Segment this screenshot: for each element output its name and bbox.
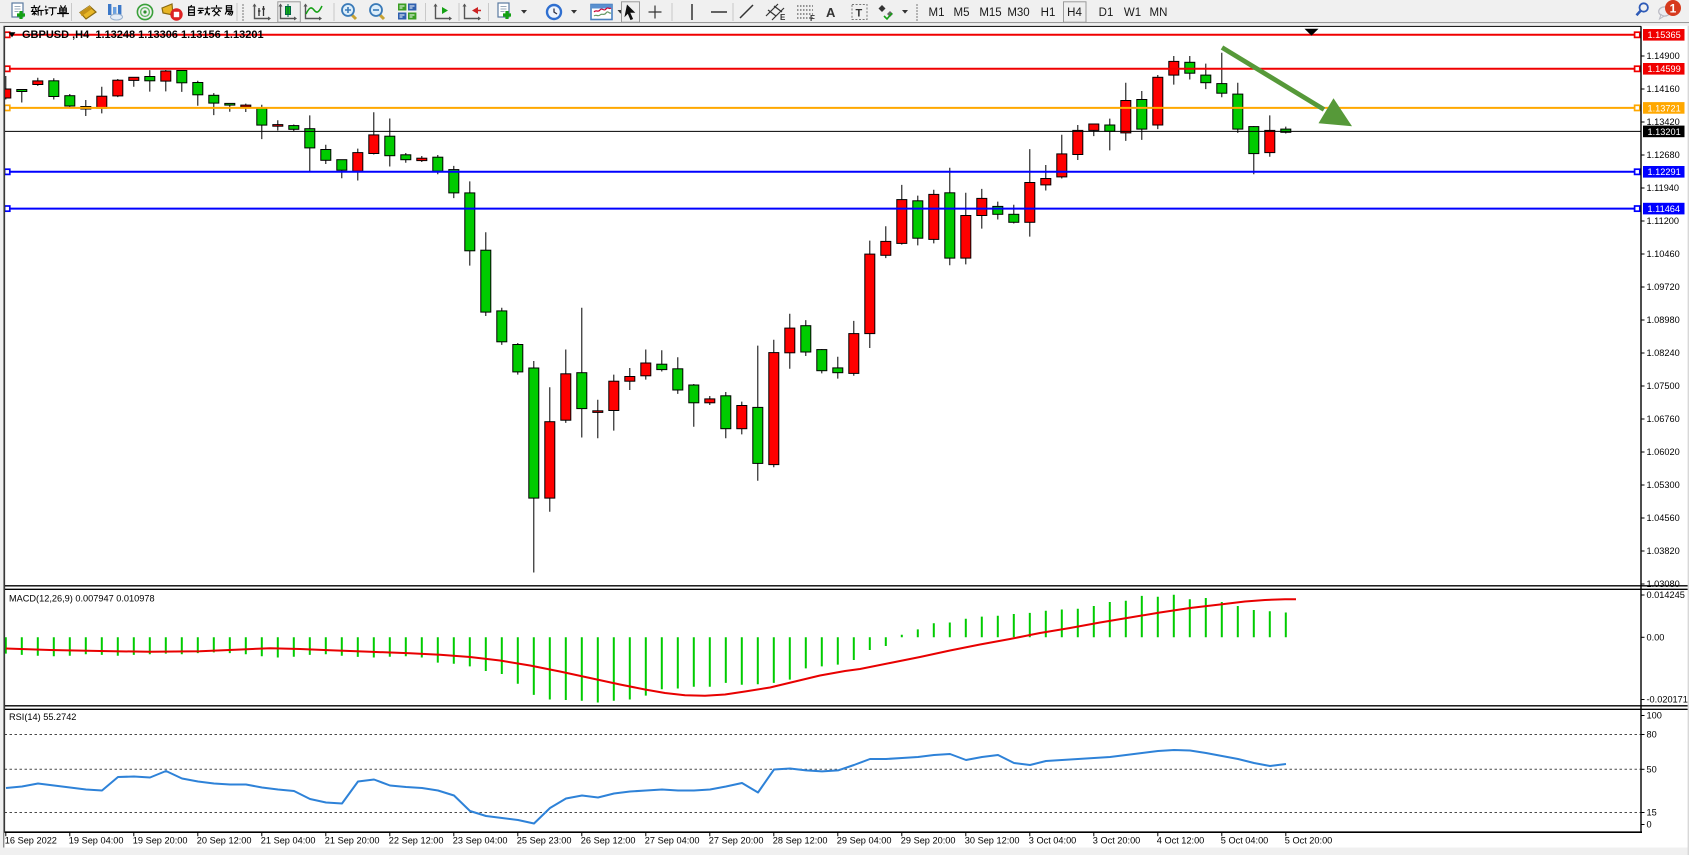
svg-text:21 Sep 20:00: 21 Sep 20:00	[325, 836, 380, 846]
svg-text:0.00: 0.00	[1647, 633, 1665, 643]
svg-text:M1: M1	[929, 7, 945, 19]
svg-text:21 Sep 04:00: 21 Sep 04:00	[261, 836, 316, 846]
svg-text:0.014245: 0.014245	[1647, 590, 1685, 600]
svg-text:F: F	[810, 14, 815, 23]
svg-text:D1: D1	[1099, 7, 1114, 19]
svg-text:T: T	[856, 8, 863, 20]
svg-text:4 Oct 12:00: 4 Oct 12:00	[1157, 836, 1205, 846]
svg-text:1.06760: 1.06760	[1647, 414, 1680, 424]
svg-text:29 Sep 20:00: 29 Sep 20:00	[901, 836, 956, 846]
svg-text:1.14900: 1.14900	[1647, 51, 1680, 61]
svg-text:1.04560: 1.04560	[1647, 513, 1680, 523]
svg-text:1.10460: 1.10460	[1647, 249, 1680, 259]
svg-text:-0.020171: -0.020171	[1647, 695, 1688, 705]
svg-text:16 Sep 2022: 16 Sep 2022	[5, 836, 57, 846]
svg-text:29 Sep 04:00: 29 Sep 04:00	[837, 836, 892, 846]
svg-text:M30: M30	[1007, 7, 1029, 19]
svg-text:1.13721: 1.13721	[1648, 103, 1681, 113]
svg-text:15: 15	[1647, 808, 1657, 818]
svg-text:H4: H4	[1067, 7, 1082, 19]
svg-text:1: 1	[1670, 1, 1677, 15]
svg-text:M5: M5	[954, 7, 970, 19]
svg-text:MACD(12,26,9) 0.007947 0.01097: MACD(12,26,9) 0.007947 0.010978	[9, 593, 155, 603]
svg-text:23 Sep 04:00: 23 Sep 04:00	[453, 836, 508, 846]
svg-text:A: A	[826, 5, 836, 20]
svg-text:1.05300: 1.05300	[1647, 480, 1680, 490]
svg-text:100: 100	[1647, 711, 1662, 721]
svg-text:22 Sep 12:00: 22 Sep 12:00	[389, 836, 444, 846]
svg-text:1.03820: 1.03820	[1647, 546, 1680, 556]
svg-text:26 Sep 12:00: 26 Sep 12:00	[581, 836, 636, 846]
svg-text:H1: H1	[1041, 7, 1056, 19]
svg-text:M15: M15	[979, 7, 1001, 19]
svg-text:E: E	[780, 13, 786, 22]
svg-text:W1: W1	[1124, 7, 1141, 19]
svg-text:19 Sep 20:00: 19 Sep 20:00	[133, 836, 188, 846]
svg-text:0: 0	[1647, 820, 1652, 830]
svg-text:28 Sep 12:00: 28 Sep 12:00	[773, 836, 828, 846]
svg-text:1.14160: 1.14160	[1647, 84, 1680, 94]
svg-text:1.12291: 1.12291	[1648, 167, 1681, 177]
svg-text:1.12680: 1.12680	[1647, 150, 1680, 160]
svg-text:1.11940: 1.11940	[1647, 183, 1680, 193]
svg-text:25 Sep 23:00: 25 Sep 23:00	[517, 836, 572, 846]
svg-text:1.11464: 1.11464	[1648, 204, 1681, 214]
svg-text:1.06020: 1.06020	[1647, 447, 1680, 457]
svg-text:5 Oct 04:00: 5 Oct 04:00	[1221, 836, 1269, 846]
svg-text:1.03080: 1.03080	[1647, 579, 1680, 589]
svg-text:GBPUSD ,H4 1.13248 1.13306 1.: GBPUSD ,H4 1.13248 1.13306 1.13156 1.132…	[22, 29, 264, 41]
svg-text:1.11200: 1.11200	[1647, 216, 1680, 226]
svg-text:20 Sep 12:00: 20 Sep 12:00	[197, 836, 252, 846]
svg-text:1.15365: 1.15365	[1648, 30, 1681, 40]
svg-text:1.14599: 1.14599	[1648, 64, 1681, 74]
svg-text:1.08980: 1.08980	[1647, 315, 1680, 325]
svg-text:27 Sep 20:00: 27 Sep 20:00	[709, 836, 764, 846]
svg-text:1.13201: 1.13201	[1648, 127, 1681, 137]
svg-text:30 Sep 12:00: 30 Sep 12:00	[965, 836, 1020, 846]
svg-text:80: 80	[1647, 730, 1657, 740]
svg-text:3 Oct 04:00: 3 Oct 04:00	[1029, 836, 1077, 846]
svg-text:1.07500: 1.07500	[1647, 381, 1680, 391]
svg-text:RSI(14) 55.2742: RSI(14) 55.2742	[9, 712, 76, 722]
svg-text:1.13420: 1.13420	[1647, 117, 1680, 127]
svg-text:MN: MN	[1150, 7, 1168, 19]
svg-text:19 Sep 04:00: 19 Sep 04:00	[69, 836, 124, 846]
svg-text:1.09720: 1.09720	[1647, 282, 1680, 292]
svg-text:5 Oct 20:00: 5 Oct 20:00	[1285, 836, 1333, 846]
svg-text:1.08240: 1.08240	[1647, 348, 1680, 358]
svg-text:3 Oct 20:00: 3 Oct 20:00	[1093, 836, 1141, 846]
svg-text:27 Sep 04:00: 27 Sep 04:00	[645, 836, 700, 846]
svg-text:50: 50	[1647, 765, 1657, 775]
